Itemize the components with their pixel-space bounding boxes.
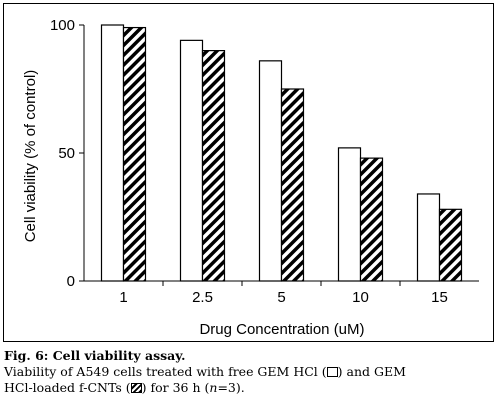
hatched-bar — [122, 26, 147, 282]
open-bar — [100, 24, 125, 282]
caption-text: ) and GEM — [337, 364, 406, 379]
x-axis-title: Drug Concentration (uM) — [199, 321, 364, 338]
x-tick-label: 15 — [431, 289, 448, 306]
hatched-bar — [280, 88, 305, 282]
open-bar — [337, 147, 362, 282]
open-bar — [416, 193, 441, 282]
caption-text: HCl-loaded f-CNTs ( — [4, 380, 131, 395]
caption-line-3: HCl-loaded f-CNTs ( ) for 36 h (n=3). — [4, 380, 496, 396]
legend-swatch-open-bar-icon — [326, 367, 338, 377]
bar-chart: Cell viability (% of control) Drug Conce… — [22, 17, 479, 338]
hatched-bar — [201, 49, 226, 282]
hatched-bar — [438, 208, 463, 282]
y-tick-label: 0 — [67, 273, 75, 290]
y-tick-label: 100 — [50, 17, 75, 34]
open-bar — [179, 39, 204, 282]
x-tick-label: 10 — [352, 289, 369, 306]
legend-swatch-hatched-bar-icon — [130, 383, 142, 393]
y-axis-title: Cell viability (% of control) — [22, 70, 39, 243]
x-tick-label: 5 — [277, 289, 285, 306]
open-bar — [258, 60, 283, 282]
x-tick-label: 2.5 — [192, 289, 213, 306]
hatched-bar — [359, 157, 384, 282]
caption-text: Viability of A549 cells treated with fre… — [4, 364, 327, 379]
chart-frame: Cell viability (% of control) Drug Conce… — [3, 3, 494, 342]
caption-line-2: Viability of A549 cells treated with fre… — [4, 364, 496, 380]
figure-label: Fig. 6: Cell viability assay. — [4, 348, 186, 363]
figure-caption: Fig. 6: Cell viability assay. Viability … — [4, 348, 496, 396]
x-tick-label: 1 — [119, 289, 127, 306]
y-tick-label: 50 — [58, 145, 75, 162]
caption-n-italic: n — [209, 380, 218, 395]
caption-text: ) for 36 h ( — [141, 380, 210, 395]
caption-text: =3). — [217, 380, 245, 395]
